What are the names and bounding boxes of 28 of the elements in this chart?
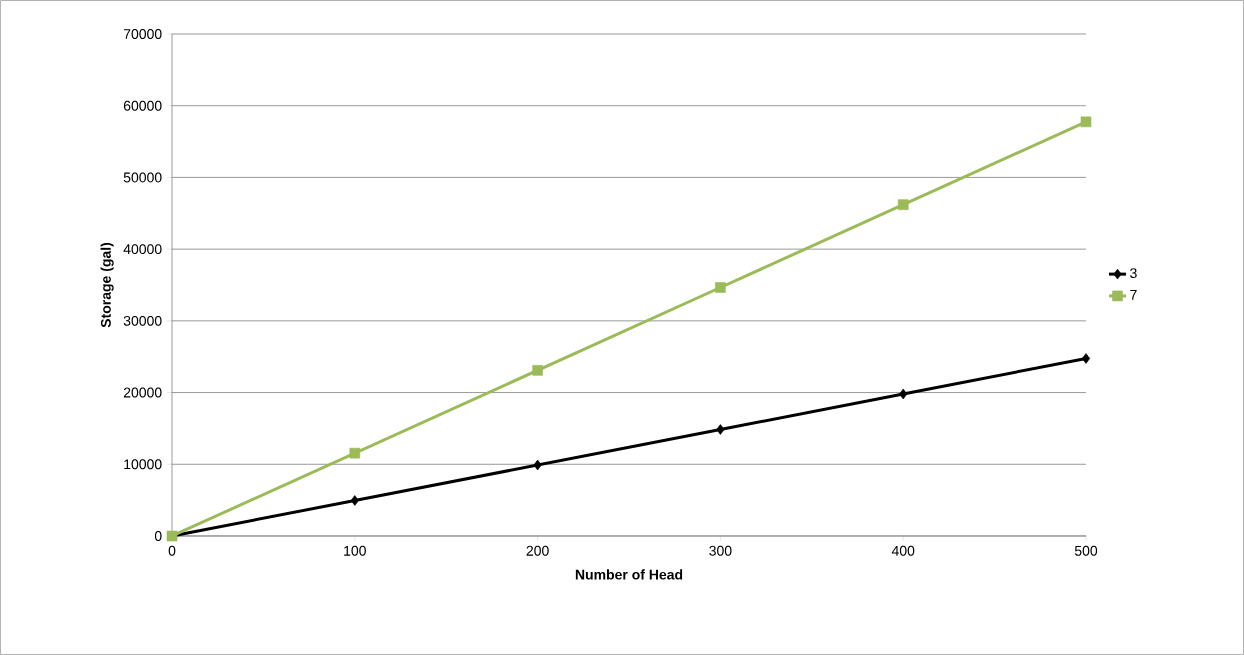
- point: [1080, 116, 1092, 128]
- point: [897, 199, 909, 210]
- point: [899, 388, 908, 400]
- x-tick-label: 400: [891, 545, 915, 556]
- x-tick-label: 100: [344, 545, 366, 556]
- point: [1081, 353, 1091, 364]
- x-tick-label: 300: [709, 545, 732, 556]
- legend-label: 3: [1130, 268, 1137, 279]
- point: [716, 424, 725, 435]
- y-tick-label: 20000: [123, 387, 162, 398]
- y-tick-label: 60000: [123, 100, 162, 111]
- x-tick-label: 200: [526, 545, 549, 556]
- x-tick-label: 0: [168, 545, 176, 556]
- y-tick-label: 30000: [123, 315, 162, 326]
- y-tick-label: 40000: [123, 244, 162, 255]
- point: [532, 365, 543, 376]
- point: [349, 447, 361, 459]
- y-tick-label: 70000: [123, 29, 162, 39]
- x-axis-title: Number of Head: [575, 569, 683, 580]
- point: [533, 459, 542, 471]
- y-tick-label: 0: [154, 531, 162, 541]
- x-tick-label: 500: [1074, 545, 1098, 556]
- y-tick-label: 10000: [124, 459, 162, 470]
- legend-label: 7: [1130, 290, 1137, 300]
- point: [350, 495, 359, 506]
- y-tick-label: 50000: [123, 172, 162, 183]
- y-axis-title: Storage (gal): [100, 242, 114, 328]
- point: [715, 282, 726, 293]
